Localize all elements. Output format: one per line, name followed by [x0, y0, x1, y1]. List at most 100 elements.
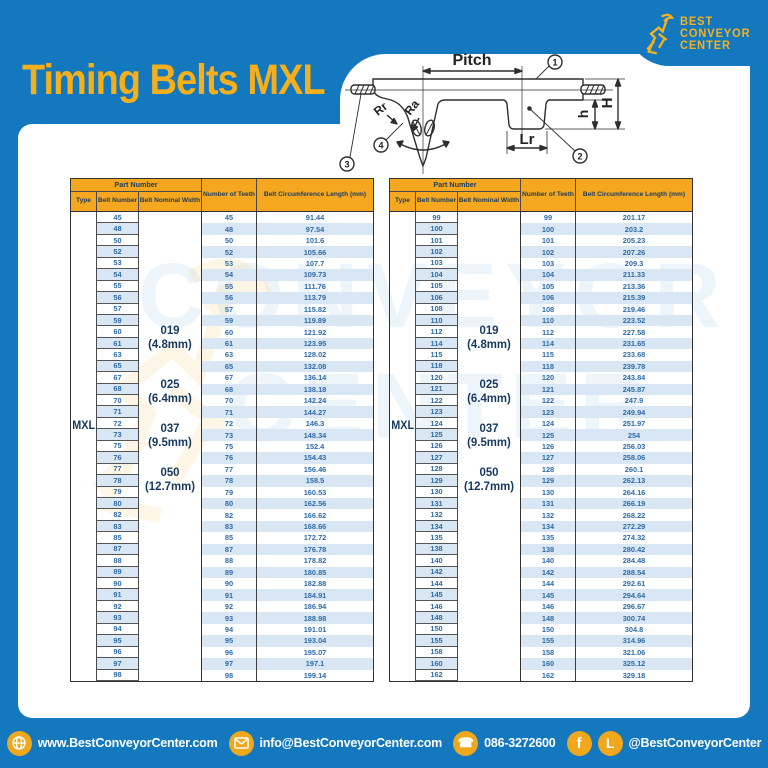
belt-number-cell: 83 [97, 520, 138, 533]
teeth-cell: 122 [541, 396, 555, 406]
circumference-cell: 264.16 [622, 487, 646, 497]
teeth-cell: 124 [541, 419, 555, 429]
contact-footer: www.BestConveyorCenter.com info@BestConv… [0, 718, 768, 768]
teeth-cell: 148 [521, 612, 575, 624]
belt-number-cell: 61 [97, 337, 138, 350]
pitch-label: Pitch [452, 52, 491, 69]
circumference-cell: 186.94 [303, 602, 327, 612]
circumference-cell: 162.56 [257, 497, 373, 510]
circumference-cell: 195.07 [303, 647, 327, 657]
belt-number-cell: 129 [416, 475, 457, 487]
circumference-cell: 188.98 [257, 612, 373, 624]
teeth-cell: 110 [521, 314, 575, 327]
teeth-cell: 96 [224, 647, 234, 657]
circumference-cell: 128.02 [303, 350, 327, 360]
mxl-table-right: Part Number Type Belt Number Belt Nomina… [389, 178, 693, 682]
belt-number-cell: 50 [97, 235, 138, 247]
belt-number-cell: 97 [97, 658, 138, 670]
belt-number-cell: 112 [416, 326, 457, 338]
teeth-cell: 90 [224, 579, 234, 589]
circumference-cell: 172.72 [303, 533, 327, 543]
circumference-cell: 288.54 [576, 566, 692, 578]
belt-number-cell: 126 [416, 441, 457, 453]
teeth-cell: 95 [202, 635, 256, 647]
header-belt-nominal-width: Belt Nominal Width [458, 192, 521, 211]
social-text: @BestConveyorCenter [628, 736, 762, 750]
website-text: www.BestConveyorCenter.com [37, 736, 218, 750]
circumference-cell: 296.67 [622, 602, 646, 612]
circumference-cell: 182.88 [303, 579, 327, 589]
teeth-cell: 125 [521, 429, 575, 441]
circumference-cell: 132.08 [257, 360, 373, 373]
width-050: 050 (12.7mm) [144, 465, 196, 493]
circumference-cell: 136.14 [303, 373, 327, 383]
header-number-of-teeth: Number of Teeth [202, 179, 257, 211]
teeth-cell: 106 [521, 292, 575, 304]
circumference-cell: 201.17 [622, 213, 646, 223]
belt-number-cell: 160 [416, 658, 457, 670]
belt-number-cell: 93 [97, 612, 138, 624]
belt-number-cell: 98 [97, 670, 138, 681]
teeth-cell: 135 [541, 533, 555, 543]
goat-logo-icon [646, 13, 675, 55]
callout-3: 3 [344, 160, 349, 170]
callout-2: 2 [577, 152, 582, 162]
email-text: info@BestConveyorCenter.com [259, 736, 443, 750]
header-part-number: Part Number [390, 179, 521, 192]
teeth-cell: 144 [541, 579, 555, 589]
teeth-cell: 71 [202, 406, 256, 418]
teeth-cell: 79 [224, 487, 234, 497]
lr-label: Lr [520, 131, 535, 148]
teeth-cell: 89 [202, 566, 256, 578]
teeth-cell: 67 [224, 373, 234, 383]
email-link[interactable]: info@BestConveyorCenter.com [228, 730, 443, 756]
circumference-cell: 203.2 [576, 223, 692, 235]
phone-link[interactable]: ☎ 086-3272600 [453, 730, 556, 756]
belt-profile-diagram: Pitch Lr H h Rr Ra 1 2 3 4 [339, 52, 625, 174]
header-belt-nominal-width: Belt Nominal Width [139, 192, 202, 211]
circumference-cell: 314.96 [576, 635, 692, 647]
circumference-cell: 105.66 [257, 246, 373, 258]
belt-number-cell: 92 [97, 601, 138, 613]
belt-number-cell: 100 [416, 223, 457, 235]
belt-number-cell: 127 [416, 452, 457, 464]
circumference-cell: 251.97 [622, 419, 646, 429]
circumference-cell: 249.94 [576, 406, 692, 418]
teeth-cell: 94 [224, 624, 234, 634]
circumference-cell: 231.65 [576, 337, 692, 350]
belt-number-cell: 123 [416, 406, 457, 418]
teeth-cell: 60 [224, 327, 234, 337]
teeth-cell: 63 [224, 350, 234, 360]
circumference-cell: 191.01 [303, 624, 327, 634]
width-019: 019 (4.8mm) [467, 323, 511, 351]
facebook-icon: f [566, 730, 592, 756]
circumference-cell: 178.82 [303, 556, 327, 566]
belt-number-cell: 102 [416, 246, 457, 258]
circumference-cell: 274.32 [622, 533, 646, 543]
circumference-cell: 121.92 [303, 327, 327, 337]
header-circumference: Belt Circumference Length (mm) [576, 179, 692, 211]
belt-number-cell: 104 [416, 269, 457, 281]
callout-4: 4 [378, 141, 383, 151]
type-column: MXL [390, 212, 416, 681]
belt-number-cell: 96 [97, 647, 138, 659]
header-belt-number: Belt Number [416, 192, 458, 211]
teeth-cell: 128 [541, 464, 555, 474]
website-link[interactable]: www.BestConveyorCenter.com [6, 730, 218, 756]
table-body: MXL 45 48 50 52 53 54 55 56 57 59 60 61 63 65 67 68 70 71… [71, 212, 373, 681]
teeth-cell: 82 [224, 510, 234, 520]
teeth-cell: 72 [224, 419, 234, 429]
social-link[interactable]: f L @BestConveyorCenter [566, 730, 762, 756]
circumference-cell: 113.79 [257, 292, 373, 304]
header-number-of-teeth: Number of Teeth [521, 179, 576, 211]
belt-number-cell: 135 [416, 532, 457, 544]
teeth-cell: 65 [202, 360, 256, 373]
circumference-cell: 207.26 [576, 246, 692, 258]
teeth-cell: 127 [521, 452, 575, 464]
belt-number-cell: 103 [416, 258, 457, 270]
circumference-cell: 180.85 [257, 566, 373, 578]
belt-number-cell: 105 [416, 281, 457, 293]
belt-number-cell: 82 [97, 509, 138, 521]
teeth-cell: 121 [521, 383, 575, 395]
header-type: Type [71, 192, 97, 211]
